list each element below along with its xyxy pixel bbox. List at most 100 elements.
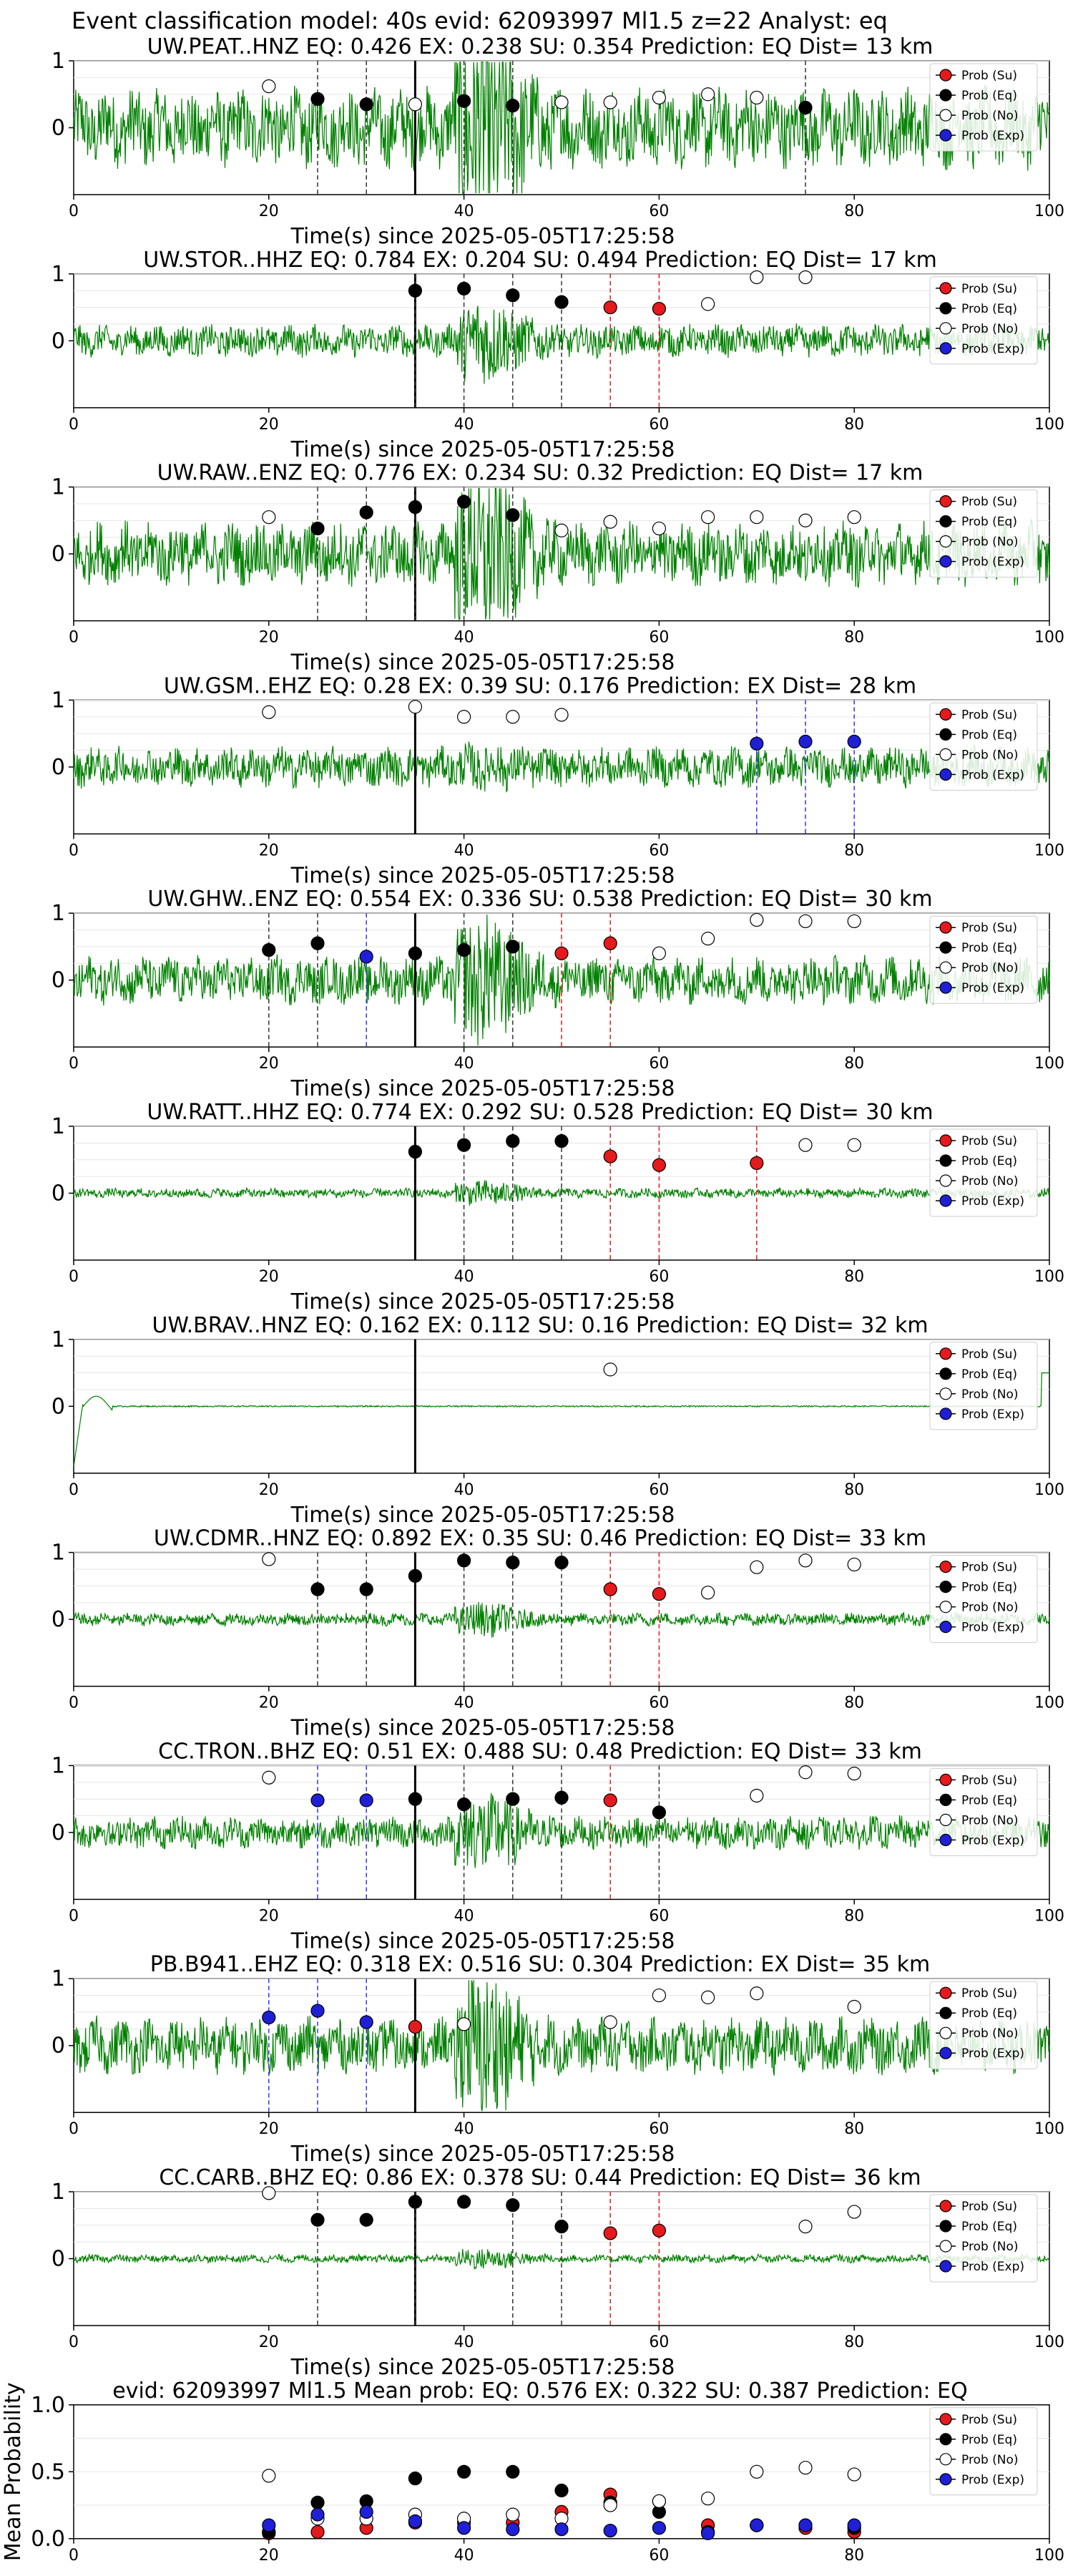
y-tick-label: 0 xyxy=(52,755,65,780)
marker-prob-eq xyxy=(262,943,276,957)
legend-marker xyxy=(939,1833,952,1846)
marker-prob-no xyxy=(456,710,471,724)
marker-prob-su xyxy=(603,1793,617,1807)
legend-label: Prob (No) xyxy=(961,109,1019,123)
marker-prob-no xyxy=(798,2461,813,2475)
x-tick-label: 60 xyxy=(649,203,669,220)
marker-prob-eq xyxy=(554,1133,569,1148)
marker-prob-exp xyxy=(506,2522,520,2537)
y-tick-label: 1 xyxy=(52,1753,65,1778)
legend-label: Prob (Eq) xyxy=(961,1793,1017,1807)
legend-label: Prob (Su) xyxy=(961,1134,1017,1148)
y-tick-label: 1 xyxy=(52,475,65,500)
panel-5: UW.GHW..ENZ EQ: 0.554 EX: 0.336 SU: 0.53… xyxy=(52,887,1064,1101)
legend-box xyxy=(929,1981,1038,2069)
x-tick-label: 40 xyxy=(454,203,474,220)
marker-prob-no xyxy=(750,510,764,525)
panel-3: UW.RAW..ENZ EQ: 0.776 EX: 0.234 SU: 0.32… xyxy=(52,461,1064,675)
panel-title: UW.STOR..HHZ EQ: 0.784 EX: 0.204 SU: 0.4… xyxy=(143,248,937,273)
marker-prob-eq xyxy=(506,2464,520,2479)
x-tick-label: 40 xyxy=(454,1268,474,1286)
legend-marker xyxy=(939,748,952,761)
y-tick-label: 0 xyxy=(52,542,65,567)
marker-prob-eq xyxy=(554,2220,569,2234)
legend-box xyxy=(929,63,1038,152)
panel-8: UW.CDMR..HNZ EQ: 0.892 EX: 0.35 SU: 0.46… xyxy=(52,1526,1064,1741)
marker-prob-su xyxy=(750,1156,764,1171)
x-tick-label: 100 xyxy=(1034,1907,1064,1925)
y-tick-label: 1 xyxy=(52,901,65,926)
panel-2: UW.STOR..HHZ EQ: 0.784 EX: 0.204 SU: 0.4… xyxy=(52,248,1064,462)
marker-prob-su xyxy=(310,2524,325,2540)
y-tick-label: 0 xyxy=(52,968,65,993)
marker-prob-eq xyxy=(456,2195,471,2209)
marker-prob-no xyxy=(652,521,667,536)
marker-prob-eq xyxy=(310,92,325,106)
marker-prob-no xyxy=(700,1586,715,1600)
x-tick-label: 60 xyxy=(649,2333,669,2351)
legend-marker xyxy=(939,768,952,781)
legend-marker xyxy=(939,1986,952,1999)
x-tick-label: 20 xyxy=(259,2333,279,2351)
x-tick-label: 100 xyxy=(1034,203,1064,220)
panel-title: CC.TRON..BHZ EQ: 0.51 EX: 0.488 SU: 0.48… xyxy=(158,1739,922,1764)
legend-marker xyxy=(939,89,952,102)
waveform-trace xyxy=(73,1180,1050,1206)
legend-label: Prob (Exp) xyxy=(961,2046,1024,2061)
marker-prob-exp xyxy=(310,2507,325,2522)
legend-marker xyxy=(939,2026,952,2039)
x-tick-label: 0 xyxy=(69,2547,79,2565)
marker-prob-exp xyxy=(603,2523,617,2538)
marker-prob-su xyxy=(603,1149,617,1163)
legend-box xyxy=(929,915,1038,1004)
x-tick-label: 40 xyxy=(454,1694,474,1712)
legend-marker xyxy=(939,2220,952,2233)
x-tick-label: 0 xyxy=(69,2333,79,2351)
marker-prob-no xyxy=(750,1788,764,1803)
x-tick-label: 0 xyxy=(69,1055,79,1073)
marker-prob-no xyxy=(262,79,276,94)
panel-10: PB.B941..EHZ EQ: 0.318 EX: 0.516 SU: 0.3… xyxy=(52,1952,1064,2167)
marker-prob-eq xyxy=(359,2212,373,2227)
marker-prob-no xyxy=(750,1986,764,2001)
marker-prob-eq xyxy=(506,1133,520,1148)
legend-label: Prob (Exp) xyxy=(961,1194,1024,1209)
x-tick-label: 60 xyxy=(649,841,669,859)
legend-label: Prob (No) xyxy=(961,1813,1019,1828)
legend-label: Prob (Su) xyxy=(961,2200,1017,2214)
legend-marker xyxy=(939,322,952,335)
marker-prob-exp xyxy=(456,2521,471,2535)
marker-prob-no xyxy=(847,1767,861,1781)
marker-prob-su xyxy=(603,1582,617,1596)
x-tick-label: 0 xyxy=(69,629,79,647)
marker-prob-no xyxy=(798,2220,813,2234)
y-tick-label: 1.0 xyxy=(31,2393,65,2418)
x-tick-label: 60 xyxy=(649,1481,669,1499)
x-axis-label: Time(s) since 2025-05-05T17:25:58 xyxy=(290,1289,675,1314)
panel-title: CC.CARB..BHZ EQ: 0.86 EX: 0.378 SU: 0.44… xyxy=(159,2165,921,2190)
legend-label: Prob (Exp) xyxy=(961,1833,1024,1848)
x-tick-label: 40 xyxy=(454,629,474,647)
x-axis-label: Time(s) since 2025-05-05T17:25:58 xyxy=(290,1076,675,1101)
legend-label: Prob (Su) xyxy=(961,1773,1017,1787)
marker-prob-eq xyxy=(554,295,569,309)
x-tick-label: 40 xyxy=(454,1481,474,1499)
panel-title: UW.PEAT..HNZ EQ: 0.426 EX: 0.238 SU: 0.3… xyxy=(147,34,934,59)
legend-box xyxy=(929,2194,1038,2283)
marker-prob-no xyxy=(847,2205,861,2219)
marker-prob-eq xyxy=(408,946,423,960)
legend-label: Prob (Exp) xyxy=(961,981,1024,995)
marker-prob-no xyxy=(506,710,520,724)
marker-prob-su xyxy=(554,946,569,960)
legend-label: Prob (Exp) xyxy=(961,1621,1024,1635)
marker-prob-su xyxy=(603,2226,617,2240)
marker-prob-eq xyxy=(506,99,520,113)
marker-prob-no xyxy=(408,97,423,112)
marker-prob-exp xyxy=(359,2504,373,2519)
legend-marker xyxy=(939,2453,952,2466)
legend-label: Prob (Exp) xyxy=(961,1407,1024,1422)
marker-prob-su xyxy=(408,2019,423,2034)
marker-prob-no xyxy=(652,1988,667,2003)
x-tick-label: 100 xyxy=(1034,1268,1064,1286)
panel-title: UW.GSM..EHZ EQ: 0.28 EX: 0.39 SU: 0.176 … xyxy=(164,673,916,698)
